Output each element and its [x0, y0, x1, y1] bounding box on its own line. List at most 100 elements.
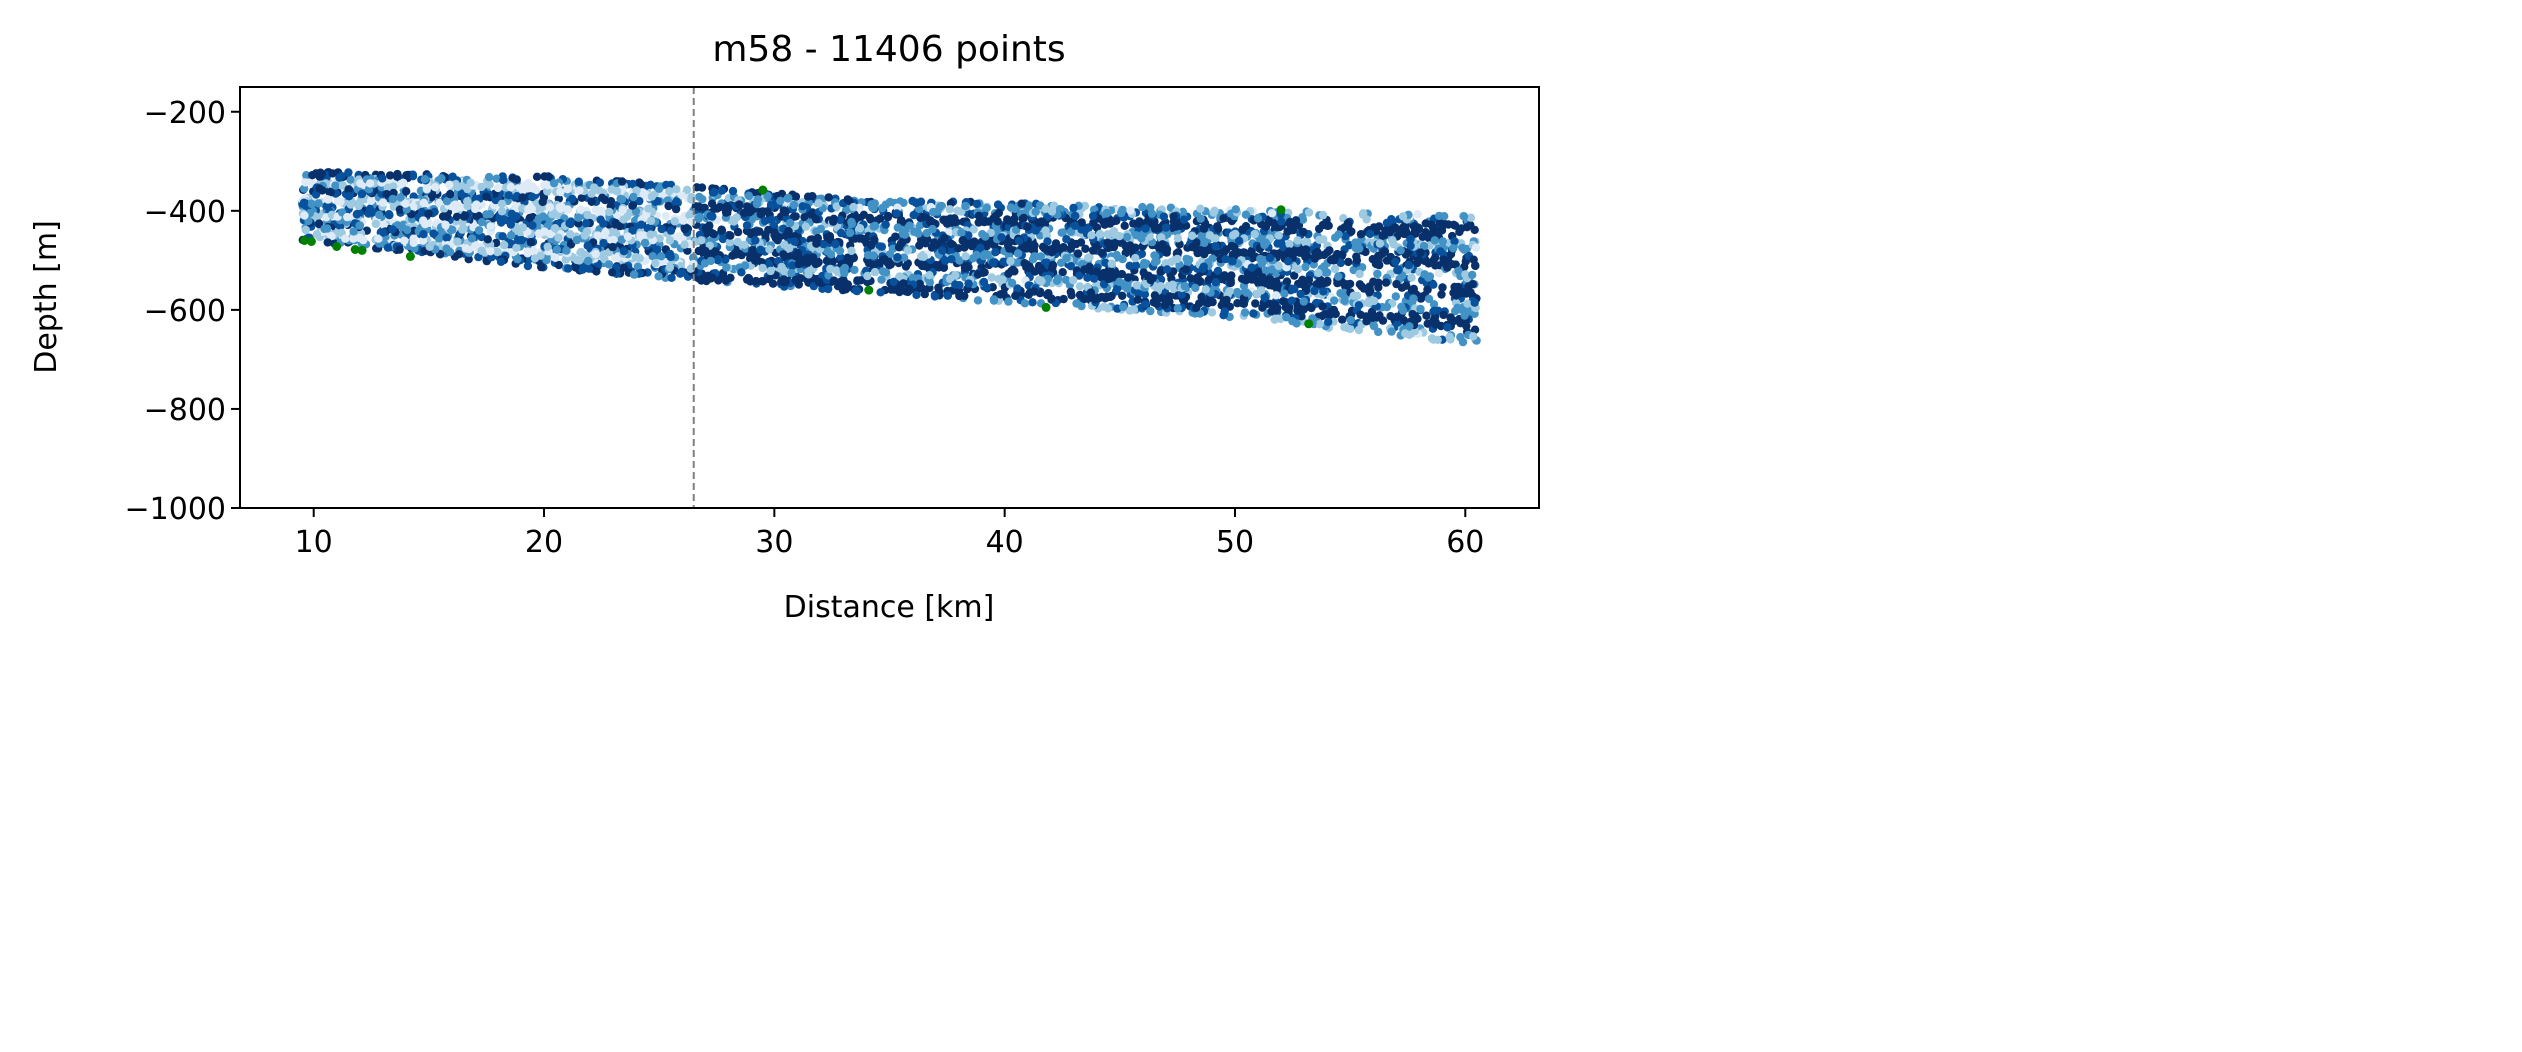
highlight-point	[357, 245, 367, 255]
data-point	[1463, 299, 1472, 308]
data-point	[383, 183, 392, 192]
highlight-point	[350, 245, 360, 254]
data-point	[1014, 236, 1024, 246]
data-point	[1402, 281, 1411, 290]
data-point	[672, 197, 681, 206]
data-point	[1288, 317, 1297, 326]
data-point	[461, 244, 471, 253]
data-point	[598, 193, 607, 202]
data-point	[474, 252, 483, 262]
data-point	[1006, 257, 1015, 266]
data-point	[1446, 335, 1455, 344]
data-point	[899, 253, 909, 262]
data-point	[1285, 239, 1294, 249]
data-point	[1150, 258, 1160, 267]
data-point	[1469, 332, 1478, 341]
data-point	[543, 242, 552, 251]
data-point	[1194, 276, 1203, 285]
data-point	[801, 222, 811, 231]
data-point	[1231, 205, 1241, 214]
data-point	[1344, 257, 1353, 267]
data-point	[395, 205, 405, 214]
data-point	[1439, 310, 1448, 320]
y-tick-label: −1000	[125, 492, 226, 527]
data-point	[371, 219, 381, 229]
data-point	[300, 211, 309, 220]
data-point	[1177, 290, 1186, 299]
data-point	[397, 179, 406, 189]
data-point	[493, 247, 502, 257]
data-point	[408, 202, 418, 211]
data-point	[708, 229, 717, 238]
data-point	[800, 212, 809, 222]
data-point	[1196, 214, 1205, 223]
data-point	[875, 258, 884, 268]
data-point	[1040, 244, 1049, 253]
data-point	[1138, 202, 1147, 212]
data-point	[651, 259, 660, 268]
data-point	[1115, 231, 1124, 241]
data-point	[878, 267, 888, 276]
data-point	[1407, 285, 1417, 295]
data-point	[725, 238, 734, 247]
data-point	[1077, 218, 1086, 227]
data-point	[1037, 217, 1047, 226]
data-point	[970, 237, 979, 246]
data-point	[1340, 296, 1349, 306]
data-point	[1237, 298, 1247, 308]
data-point	[875, 242, 884, 251]
data-point	[733, 237, 742, 247]
data-point	[1375, 260, 1384, 270]
data-point	[962, 262, 972, 271]
data-point	[836, 277, 846, 286]
scatter-chart: m58 - 11406 points 10 20 30 40 50 60 −1000 −80…	[29, 29, 1540, 625]
data-point	[1366, 286, 1375, 295]
data-point	[1344, 221, 1353, 230]
data-point	[644, 204, 653, 213]
data-point	[1253, 214, 1263, 223]
data-point	[1205, 231, 1215, 240]
data-point	[1374, 278, 1383, 287]
data-point	[1456, 332, 1465, 342]
data-point	[1115, 277, 1124, 286]
data-point	[1391, 257, 1400, 267]
data-point	[708, 212, 717, 221]
data-point	[788, 261, 797, 270]
data-point	[448, 225, 457, 234]
data-point	[1125, 261, 1134, 270]
data-point	[1140, 290, 1150, 299]
data-point	[523, 247, 532, 256]
data-point	[1122, 232, 1132, 242]
data-point	[646, 230, 655, 239]
data-point	[402, 187, 411, 196]
data-point	[1318, 302, 1327, 311]
data-point	[418, 236, 428, 245]
data-point	[1355, 280, 1365, 289]
data-point	[1349, 291, 1358, 300]
data-point	[1278, 297, 1288, 306]
data-point	[1222, 295, 1231, 305]
data-point	[608, 242, 617, 252]
data-point	[1066, 262, 1076, 271]
data-point	[1238, 225, 1247, 234]
data-point	[701, 246, 710, 256]
data-point	[1435, 211, 1444, 221]
data-point	[1382, 218, 1392, 228]
data-point	[577, 193, 586, 202]
data-point	[1284, 247, 1294, 256]
data-point	[301, 225, 310, 235]
data-point	[964, 231, 973, 240]
data-point	[1031, 207, 1041, 216]
data-point	[499, 176, 508, 185]
data-point	[849, 202, 858, 212]
data-point	[1301, 262, 1310, 272]
data-point	[758, 277, 768, 286]
data-point	[1022, 263, 1031, 272]
data-point	[365, 179, 375, 188]
data-point	[1449, 244, 1458, 253]
data-point	[1369, 296, 1379, 306]
data-point	[1416, 248, 1425, 257]
data-point	[396, 193, 405, 202]
data-point	[831, 239, 840, 249]
data-point	[653, 197, 662, 206]
